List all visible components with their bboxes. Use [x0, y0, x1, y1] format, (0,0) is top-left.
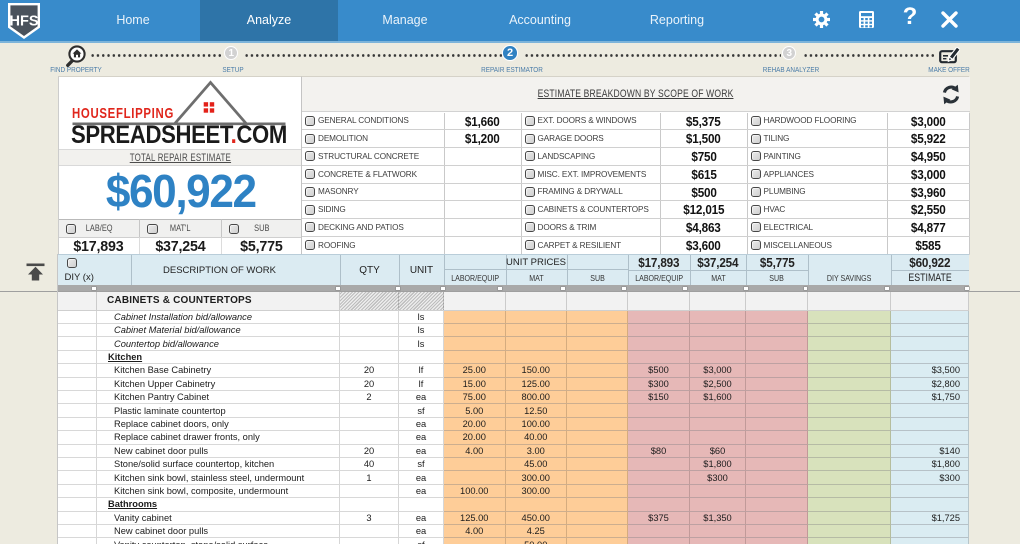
svg-text:HFS: HFS	[10, 14, 39, 30]
